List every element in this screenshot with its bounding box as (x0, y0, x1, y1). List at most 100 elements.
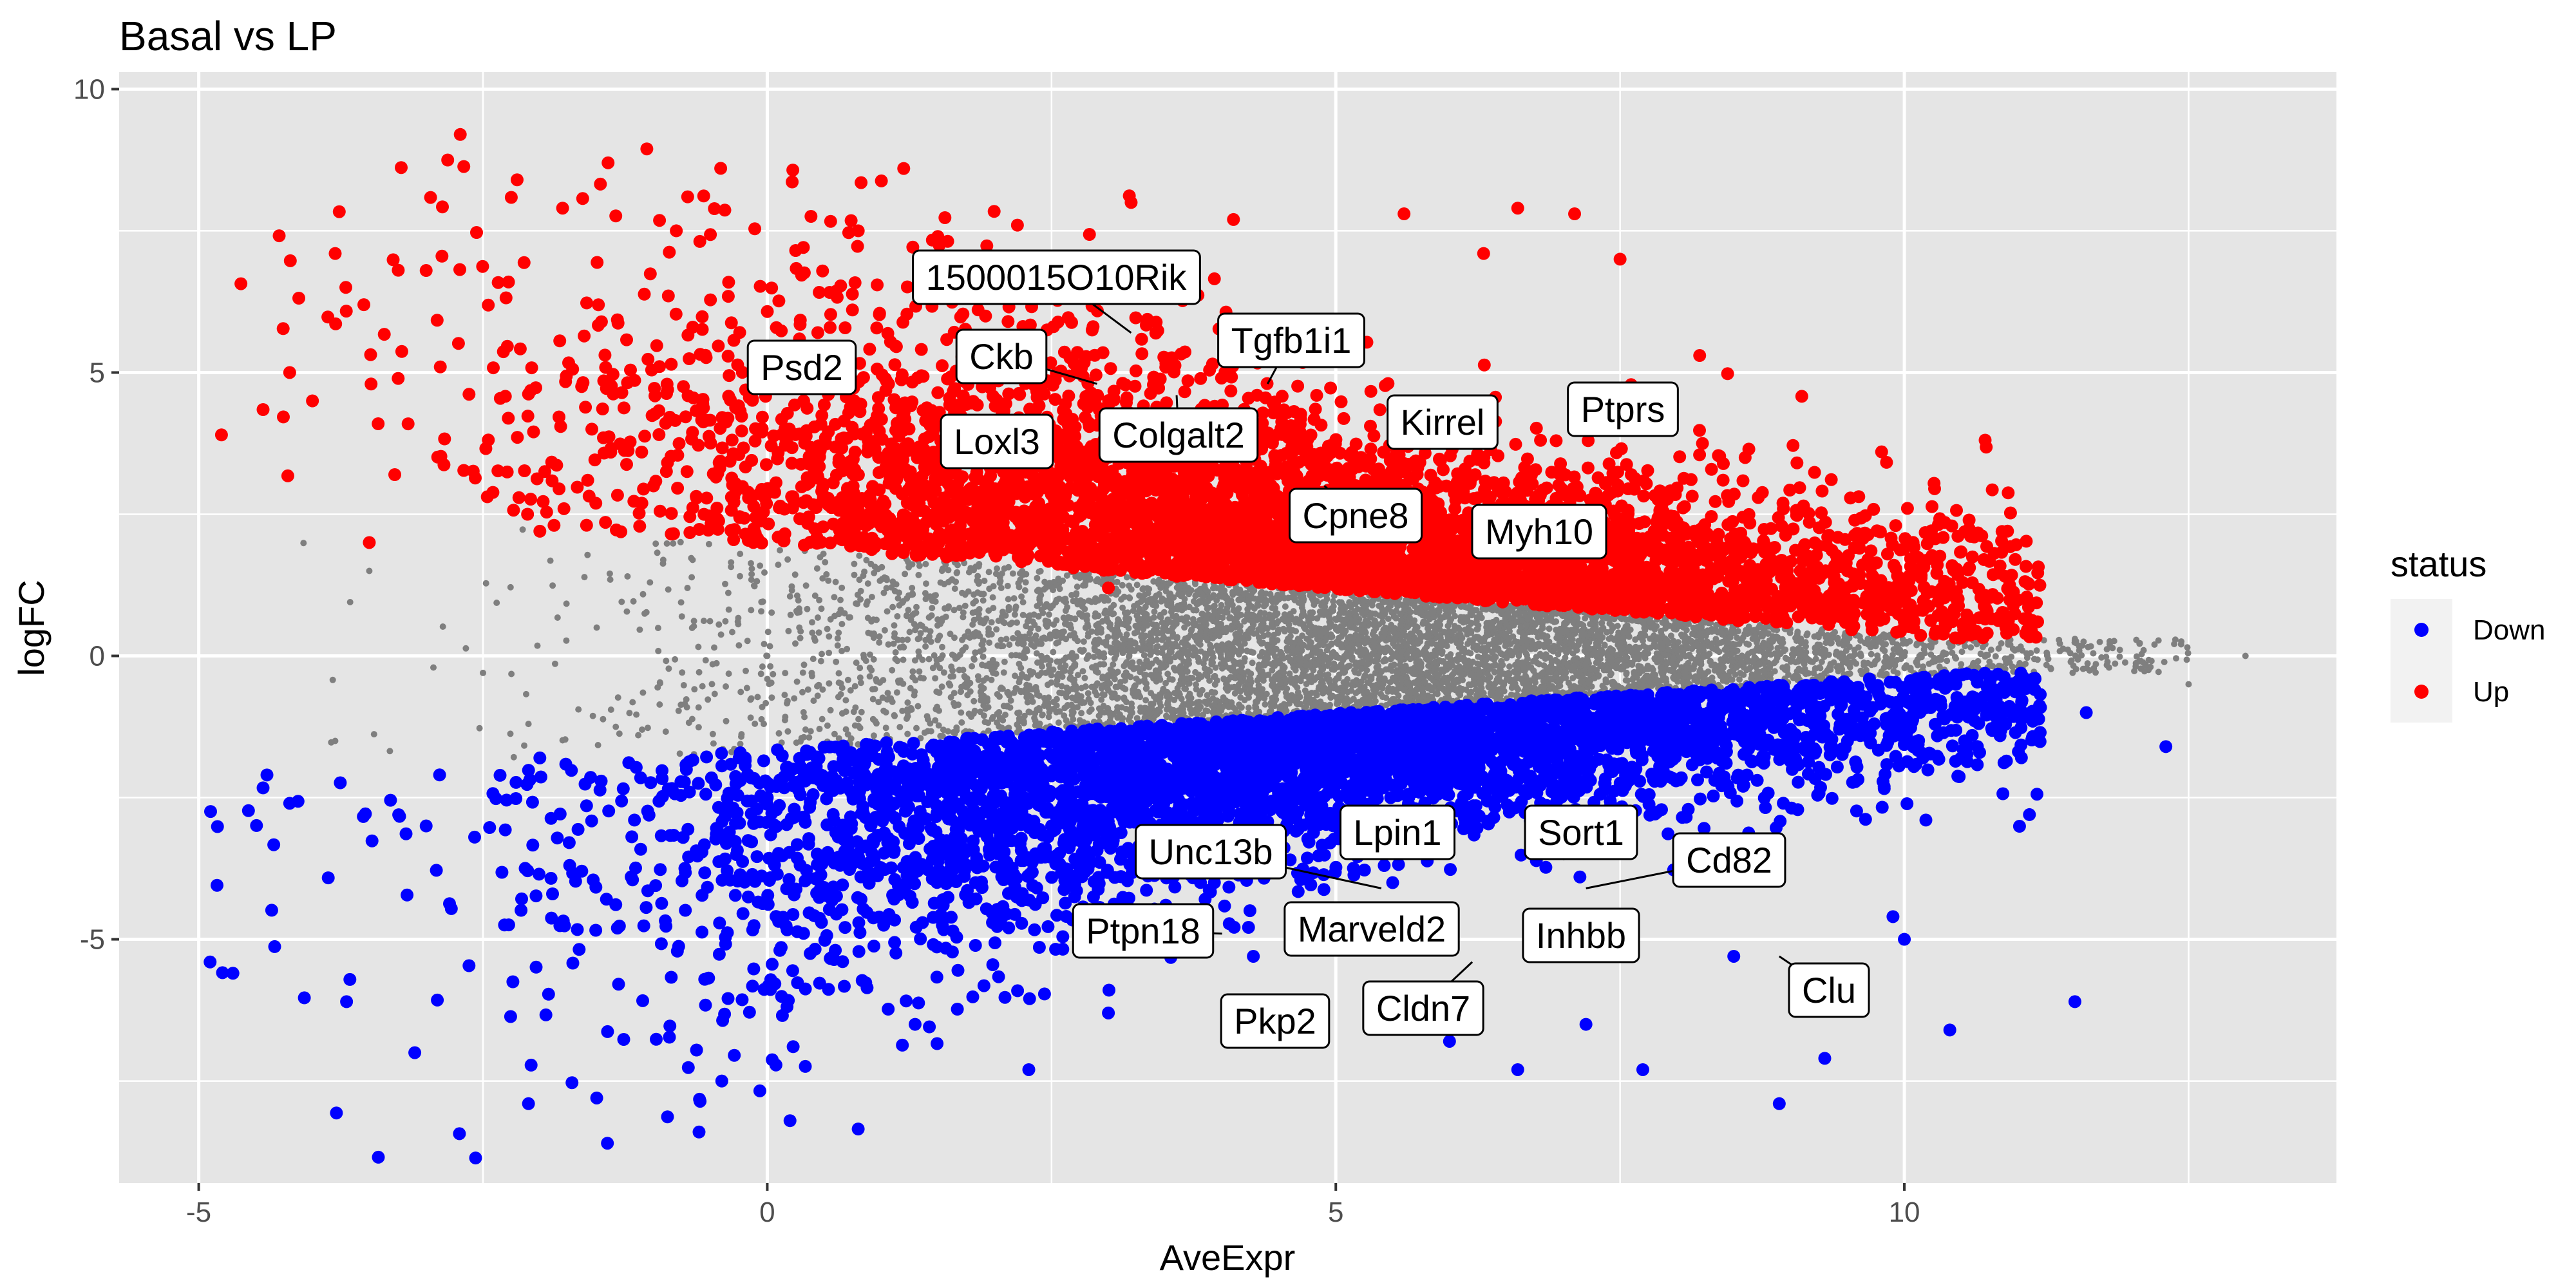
point-notsig (2184, 650, 2192, 657)
point-notsig (1532, 679, 1539, 686)
point-notsig (1333, 616, 1340, 623)
point-notsig (795, 597, 802, 604)
point-notsig (927, 638, 934, 645)
point-notsig (1005, 564, 1012, 571)
point-notsig (870, 732, 877, 739)
point-notsig (916, 562, 923, 569)
point-notsig (1146, 585, 1153, 592)
point-notsig (1506, 671, 1513, 678)
point-notsig (1319, 609, 1326, 616)
point-notsig (810, 697, 817, 705)
point-notsig (725, 670, 732, 677)
point-notsig (784, 728, 791, 735)
point-notsig (1253, 689, 1260, 696)
point-notsig (1237, 694, 1244, 701)
point-notsig (1014, 630, 1021, 637)
point-notsig (1537, 616, 1544, 623)
point-notsig (848, 735, 855, 742)
point-notsig (1753, 639, 1760, 646)
point-notsig (956, 667, 963, 674)
point-notsig (1038, 640, 1045, 647)
point-notsig (711, 644, 717, 651)
point-notsig (1327, 683, 1334, 690)
point-notsig (2173, 655, 2179, 662)
point-notsig (696, 668, 703, 676)
point-notsig (722, 618, 729, 625)
point-notsig (952, 578, 960, 585)
point-notsig (1027, 709, 1034, 715)
point-notsig (1153, 621, 1160, 629)
point-notsig (1184, 614, 1191, 621)
point-notsig (981, 719, 989, 726)
point-notsig (647, 579, 654, 586)
point-notsig (861, 568, 868, 575)
point-notsig (969, 609, 976, 616)
point-notsig (1515, 686, 1522, 693)
point-notsig (834, 635, 841, 642)
point-notsig (1193, 686, 1200, 693)
point-notsig (1283, 685, 1291, 692)
point-notsig (734, 618, 741, 625)
point-notsig (1036, 568, 1043, 575)
point-notsig (737, 688, 744, 696)
point-notsig (1281, 628, 1288, 635)
point-notsig (1229, 666, 1236, 673)
point-notsig (688, 574, 696, 581)
point-notsig (1153, 630, 1160, 637)
point-notsig (654, 625, 661, 632)
point-notsig (914, 703, 922, 710)
point-notsig (972, 629, 980, 636)
point-notsig (951, 634, 958, 641)
point-notsig (964, 692, 971, 699)
point-notsig (1381, 656, 1388, 663)
point-notsig (1681, 636, 1689, 643)
point-notsig (1206, 677, 1213, 684)
point-notsig (876, 577, 884, 584)
point-notsig (983, 675, 990, 682)
point-notsig (1832, 629, 1839, 636)
point-notsig (1141, 613, 1148, 620)
point-notsig (827, 706, 834, 714)
point-notsig (1756, 647, 1763, 654)
point-notsig (1336, 599, 1343, 606)
point-notsig (1014, 619, 1020, 626)
point-notsig (1245, 705, 1252, 712)
point-notsig (947, 630, 954, 638)
point-notsig (1444, 677, 1451, 684)
point-notsig (1452, 612, 1459, 620)
point-notsig (1475, 622, 1482, 629)
point-notsig (1546, 625, 1553, 632)
point-notsig (1114, 668, 1121, 676)
point-notsig (644, 724, 651, 732)
point-notsig (300, 540, 307, 547)
point-notsig (916, 668, 923, 675)
point-notsig (875, 699, 882, 706)
point-notsig (917, 630, 924, 637)
point-notsig (709, 730, 716, 737)
point-notsig (1269, 605, 1276, 612)
point-notsig (2092, 669, 2099, 676)
point-notsig (1718, 639, 1725, 646)
point-notsig (945, 567, 952, 574)
point-notsig (1205, 604, 1212, 611)
point-notsig (1312, 690, 1319, 696)
point-notsig (864, 614, 871, 621)
point-notsig (702, 657, 709, 664)
point-notsig (1078, 685, 1085, 692)
point-notsig (919, 656, 926, 663)
point-notsig (1283, 707, 1290, 714)
point-notsig (985, 607, 992, 614)
point-notsig (888, 584, 895, 591)
point-notsig (1459, 686, 1466, 692)
point-notsig (1141, 652, 1148, 659)
point-notsig (2103, 646, 2110, 653)
point-notsig (831, 594, 838, 601)
point-notsig (1019, 652, 1026, 659)
point-notsig (871, 630, 877, 637)
point-notsig (2133, 636, 2140, 643)
point-notsig (837, 691, 844, 697)
point-notsig (1636, 645, 1643, 651)
point-notsig (758, 608, 764, 615)
point-notsig (986, 585, 993, 592)
point-notsig (951, 607, 958, 614)
